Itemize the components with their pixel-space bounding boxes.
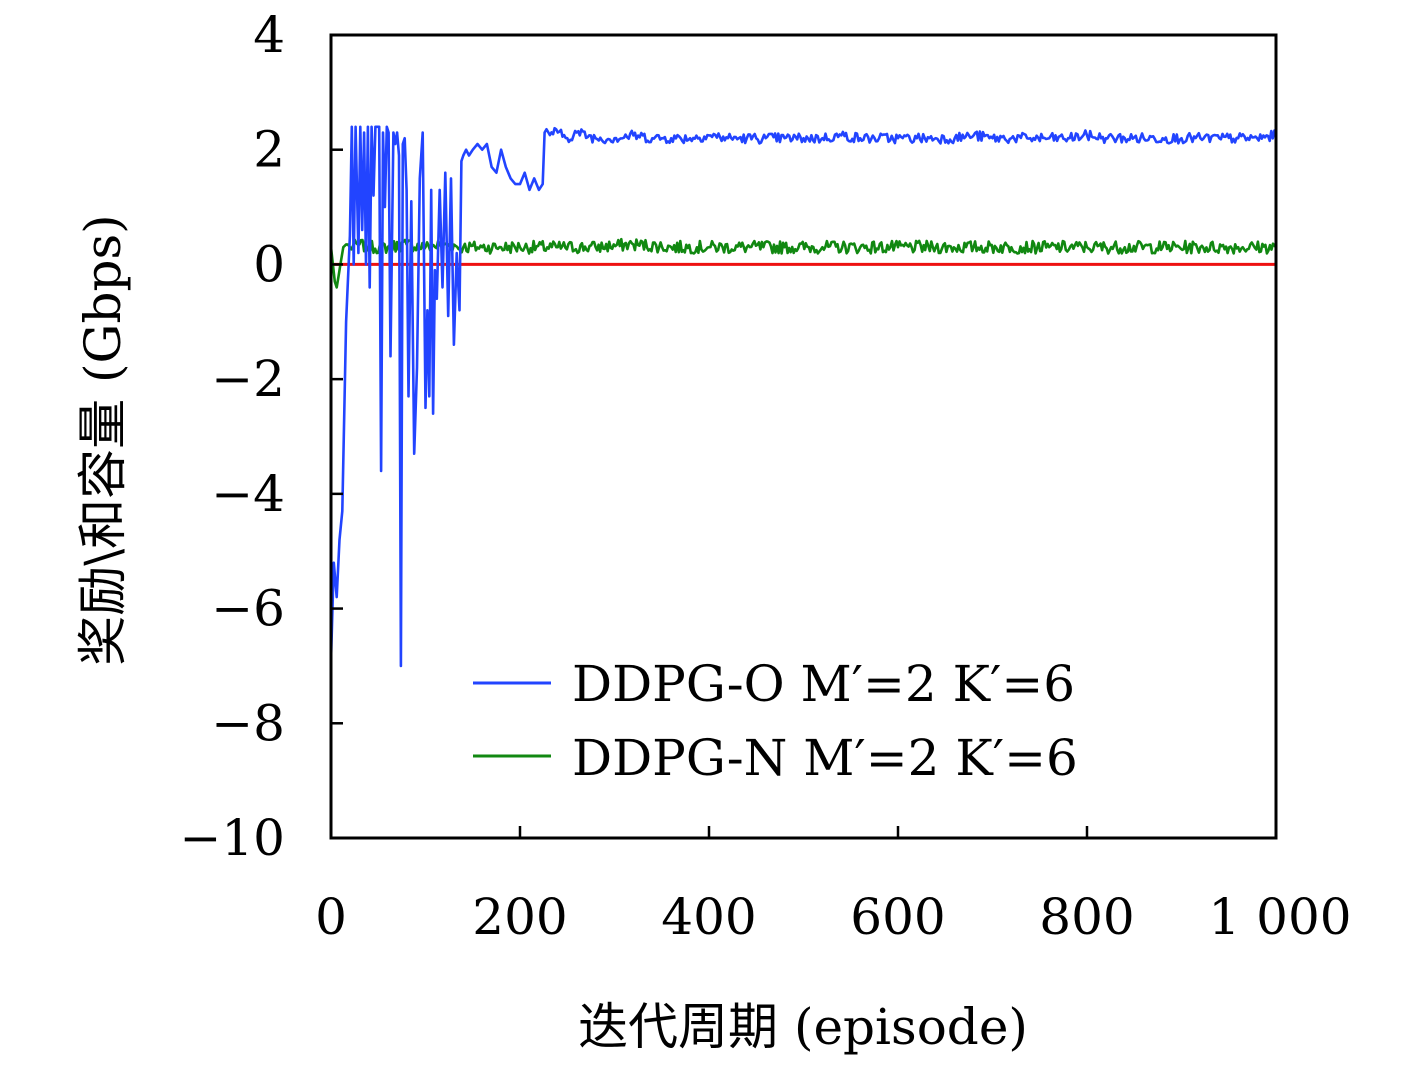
x-tick-label: 0 [315,888,347,946]
y-tick-label: 0 [253,235,285,293]
y-tick-label: −8 [211,694,285,752]
y-axis-label: 奖励\和容量 (Gbps) [74,214,132,665]
legend-label-ddpg-o: DDPG-O M′=2 K′=6 [572,655,1075,713]
ticks-layer: 0 200 400 600 800 1 000 4 2 0 −2 −4 −6 −8 −10 [179,6,1351,946]
x-tick-label: 600 [850,888,945,946]
series-layer [329,125,1278,668]
y-tick-label: −4 [211,465,285,523]
x-tick-label: 200 [472,888,567,946]
legend-label-ddpg-n: DDPG-N M′=2 K′=6 [572,729,1078,787]
y-tick-label: 4 [253,6,285,64]
series-line-ddpg-n [329,237,1277,289]
x-tick-label: 400 [661,888,756,946]
plot-frame [329,33,1278,840]
plot-area [331,35,1276,838]
y-tick-label: −10 [179,809,285,867]
x-axis-label: 迭代周期 (episode) [578,998,1028,1056]
series-line-ddpg-o [329,125,1278,668]
y-tick-label: −6 [211,580,285,638]
y-tick-label: −2 [211,350,285,408]
x-tick-label: 800 [1039,888,1134,946]
legend: DDPG-O M′=2 K′=6 DDPG-N M′=2 K′=6 [473,655,1078,787]
x-tick-label: 1 000 [1208,888,1351,946]
y-tick-label: 2 [253,121,285,179]
